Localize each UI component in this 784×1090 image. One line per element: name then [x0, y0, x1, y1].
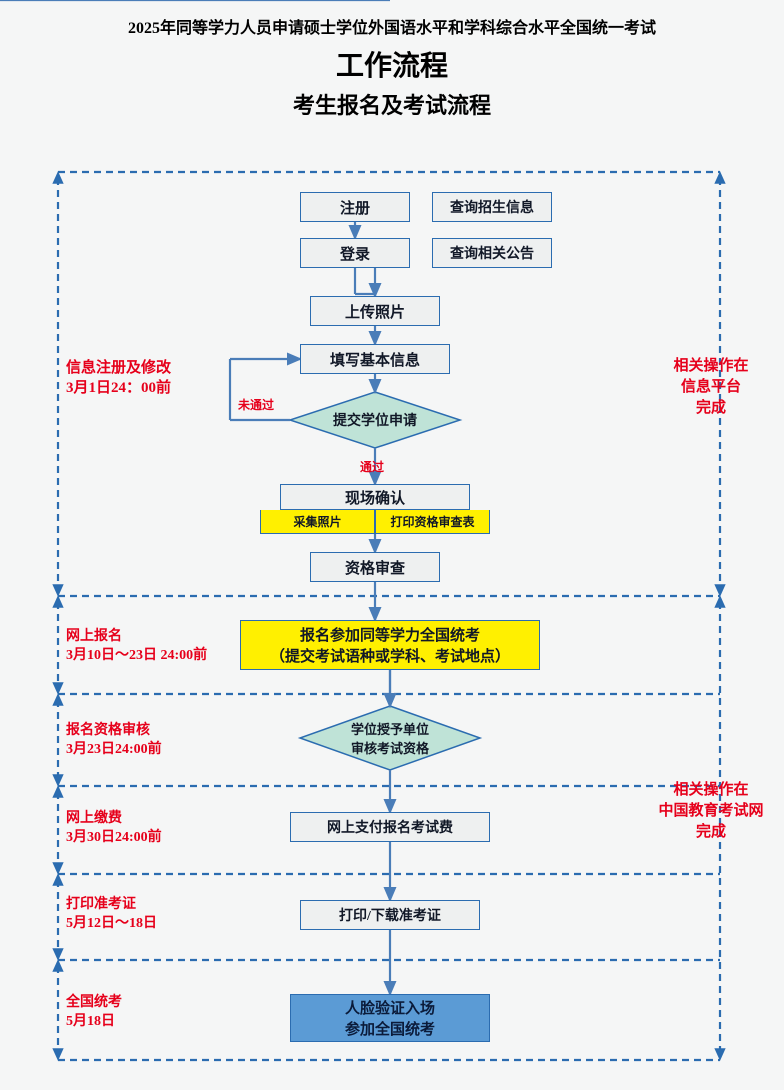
phase-label-1: 网上报名3月10日～23日 24:00前 — [66, 628, 207, 666]
edge-label-fail: 未通过 — [238, 396, 274, 413]
node-basic-info: 填写基本信息 — [300, 344, 450, 374]
node-signup: 报名参加同等学力全国统考（提交考试语种或学科、考试地点） — [240, 620, 540, 670]
node-print-ticket: 打印/下载准考证 — [300, 900, 480, 930]
platform-label-1: 相关操作在中国教育考试网完成 — [656, 780, 766, 843]
phase-label-3: 网上缴费3月30日24:00前 — [66, 810, 162, 848]
node-upload-photo: 上传照片 — [310, 296, 440, 326]
phase-label-4: 打印准考证5月12日～18日 — [66, 896, 157, 934]
node-qual-check: 资格审查 — [310, 552, 440, 582]
edge-label-pass: 通过 — [360, 458, 384, 475]
node-onsite-print: 打印资格审查表 — [375, 510, 490, 534]
node-payfee: 网上支付报名考试费 — [290, 812, 490, 842]
node-login: 登录 — [300, 238, 410, 268]
platform-label-0: 相关操作在信息平台完成 — [656, 356, 766, 419]
node-onsite-photo: 采集照片 — [260, 510, 375, 534]
node-final-exam: 人脸验证入场参加全国统考 — [290, 994, 490, 1042]
node-query-admission: 查询招生信息 — [432, 192, 552, 222]
phase-label-2: 报名资格审核3月23日24:00前 — [66, 722, 162, 760]
node-query-notice: 查询相关公告 — [432, 238, 552, 268]
phase-label-5: 全国统考5月18日 — [66, 994, 122, 1032]
diamond-audit: 学位授予单位审核考试资格 — [351, 719, 429, 757]
node-register: 注册 — [300, 192, 410, 222]
diamond-submit: 提交学位申请 — [333, 410, 417, 430]
phase-label-0: 信息注册及修改3月1日24：00前 — [66, 358, 171, 399]
node-onsite-confirm: 现场确认 — [280, 484, 470, 510]
